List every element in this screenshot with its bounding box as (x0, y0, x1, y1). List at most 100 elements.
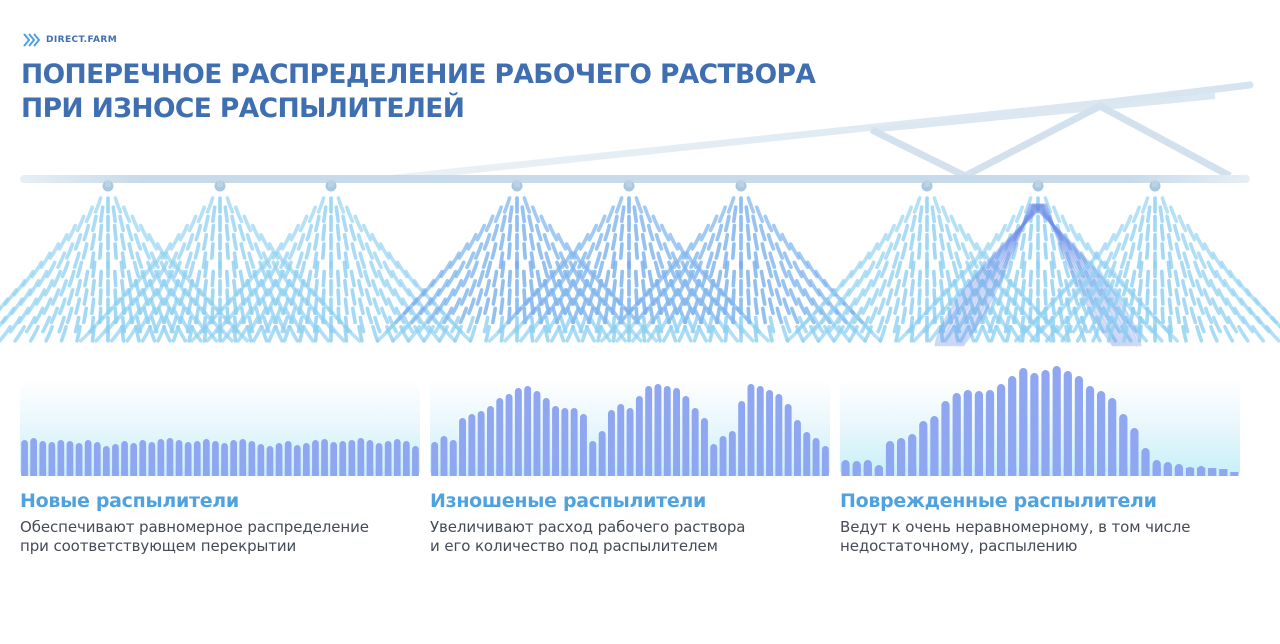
spray-droplet-stroke (641, 315, 655, 334)
spray-droplet-stroke (643, 205, 653, 223)
spray-droplet-stroke (550, 242, 560, 260)
spray-droplet-stroke (59, 325, 68, 343)
distribution-bar (284, 441, 292, 476)
spray-droplet-stroke (946, 242, 954, 260)
spray-droplet-stroke (348, 223, 357, 242)
spray-droplet-stroke (24, 315, 37, 334)
spray-droplet-stroke (1120, 233, 1130, 251)
spray-droplet-stroke (604, 269, 611, 288)
spray-droplet-stroke (1166, 233, 1173, 251)
spray-droplet-stroke (1004, 297, 1012, 315)
distribution-bar (449, 440, 457, 476)
spray-droplet-stroke (177, 306, 186, 325)
damaged-spray-jet (934, 203, 1045, 347)
spray-droplet-stroke (296, 233, 306, 251)
spray-droplet-stroke (832, 325, 845, 343)
spray-droplet-stroke (1028, 269, 1033, 288)
spray-droplet-stroke (1092, 260, 1104, 279)
spray-droplet-stroke (1073, 297, 1085, 315)
spray-droplet-stroke (443, 288, 456, 306)
spray-droplet-stroke (787, 269, 797, 288)
distribution-bar (1052, 366, 1061, 476)
spray-droplet-stroke (674, 315, 685, 334)
spray-droplet-stroke (528, 233, 535, 251)
spray-droplet-stroke (231, 315, 245, 334)
spray-droplet-stroke (482, 315, 490, 334)
spray-droplet-stroke (586, 242, 596, 260)
spray-droplet-stroke (321, 242, 326, 260)
spray-droplet-stroke (542, 269, 556, 288)
distribution-bar (39, 441, 47, 476)
distribution-bar (57, 440, 65, 476)
distribution-bar-base (312, 469, 319, 476)
spray-droplet-stroke (790, 306, 800, 325)
distribution-bar (1041, 370, 1050, 476)
spray-droplet-stroke (66, 288, 75, 306)
spray-droplet-stroke (843, 315, 856, 334)
spray-droplet-stroke (910, 260, 916, 279)
distribution-bar (635, 396, 643, 476)
spray-droplet-stroke (641, 251, 648, 269)
spray-droplet-stroke (751, 214, 758, 233)
spray-droplet-stroke (498, 251, 505, 269)
distribution-bar (941, 401, 950, 476)
spray-droplet-stroke (483, 279, 491, 297)
distribution-bar-base (919, 467, 928, 476)
spray-droplet-stroke (580, 279, 589, 297)
spray-droplet-stroke (1021, 260, 1027, 279)
spray-droplet-stroke (406, 325, 421, 343)
distribution-bar-base (908, 467, 917, 476)
spray-droplet-stroke (544, 251, 553, 269)
caption-new-nozzles: Новые распылители Обеспечивают равномерн… (20, 490, 420, 556)
distribution-bar (885, 441, 895, 476)
caption-description: Обеспечивают равномерное распределение п… (20, 518, 420, 556)
spray-droplet-stroke (187, 214, 198, 233)
spray-droplet-stroke (57, 315, 66, 334)
spray-droplet-stroke (633, 223, 639, 242)
spray-droplet-stroke (879, 260, 889, 279)
spray-droplet-stroke (668, 233, 680, 251)
distribution-bar-base (1108, 467, 1117, 476)
spray-droplet-stroke (715, 306, 721, 325)
spray-droplet-stroke (1107, 260, 1117, 279)
distribution-bar (84, 440, 92, 476)
spray-droplet-stroke (705, 251, 714, 269)
distribution-bar (598, 431, 606, 476)
spray-droplet-stroke (231, 233, 238, 251)
distribution-bar-base (673, 469, 680, 476)
distribution-bar (431, 442, 439, 476)
spray-droplet-stroke (1211, 251, 1224, 269)
spray-droplet-stroke (797, 251, 810, 269)
spray-droplet-stroke (502, 196, 512, 214)
spray-droplet-stroke (490, 242, 498, 260)
spray-droplet-stroke (706, 233, 716, 251)
spray-droplet-stroke (522, 196, 532, 214)
spray-droplet-stroke (594, 233, 604, 251)
distribution-bar (366, 440, 374, 476)
spray-droplet-stroke (1114, 269, 1123, 288)
spray-droplet-stroke (758, 223, 767, 242)
spray-droplet-stroke (577, 251, 588, 269)
spray-droplet-stroke (643, 297, 657, 315)
spray-droplet-stroke (681, 242, 694, 260)
caption-description-line-1: Увеличивают расход рабочего раствора (430, 518, 746, 536)
spray-droplet-stroke (779, 260, 789, 279)
spray-droplet-stroke (253, 242, 263, 260)
distribution-bar (997, 384, 1006, 476)
distribution-bar-base (570, 469, 578, 476)
spray-droplet-stroke (541, 260, 550, 279)
spray-droplet-stroke (358, 251, 367, 269)
spray-droplet-stroke (1129, 223, 1138, 242)
spray-droplet-stroke (441, 325, 457, 343)
spray-droplet-stroke (775, 306, 784, 325)
spray-droplet-stroke (774, 288, 783, 306)
brand-logo[interactable]: DIRECT.FARM (22, 32, 117, 48)
spray-droplet-stroke (1020, 297, 1026, 315)
spray-droplet-stroke (1251, 325, 1266, 343)
spray-droplet-stroke (988, 297, 997, 315)
distribution-bar-base (1085, 467, 1095, 476)
spray-droplet-stroke (529, 251, 536, 269)
spray-droplet-stroke (641, 251, 648, 269)
spray-droplet-stroke (610, 251, 617, 269)
spray-droplet-stroke (816, 325, 831, 343)
